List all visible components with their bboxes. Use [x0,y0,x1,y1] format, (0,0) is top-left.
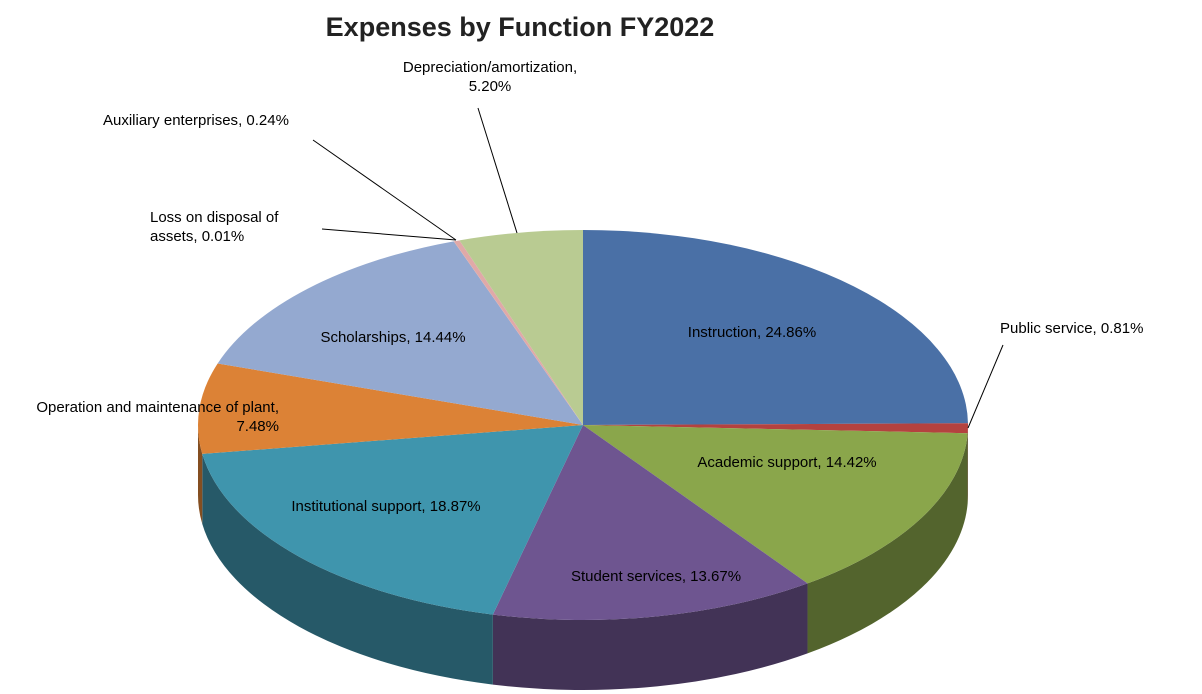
label-value: 13.67% [690,568,742,585]
data-label: Instruction, 24.86% [652,323,852,342]
slice [492,425,808,621]
label-value: 18.87% [429,498,481,515]
label-category: Academic support [697,454,818,471]
label-category: Scholarships [320,329,407,346]
slice [583,423,968,434]
label-value: 24.86% [765,324,817,341]
data-label: Public service, 0.81% [1000,319,1200,338]
slice-side [202,453,493,685]
chart-title: Expenses by Function FY2022 [326,12,715,42]
leader-line [321,228,457,241]
slice [197,363,583,454]
leader-line [967,344,1004,429]
leader-lines [312,107,1004,429]
slice [453,240,583,425]
label-category: Depreciation/amortization [402,59,573,76]
label-separator: , [756,324,766,341]
data-label: Institutional support, 18.87% [246,497,526,516]
data-label: Operation and maintenance of plant, 7.48… [3,398,279,436]
label-separator: , [274,399,284,416]
label-category: Loss on disposal of assets [150,209,283,245]
slice [453,241,583,425]
label-separator: , [681,568,691,585]
slice [583,230,968,425]
pie [197,230,968,690]
data-label: Auxiliary enterprises, 0.24% [103,111,363,130]
data-label: Academic support, 14.42% [660,453,914,472]
label-category: Operation and maintenance of plant [36,399,275,416]
slice [459,230,583,425]
label-separator: , [193,228,202,245]
label-value: 0.81% [1100,320,1144,337]
data-label: Student services, 13.67% [536,567,776,586]
label-value: 7.48% [236,418,279,435]
label-category: Instruction [687,324,757,341]
slice-side [492,583,808,690]
label-separator: , [572,59,582,76]
data-label: Loss on disposal of assets, 0.01% [150,208,325,246]
slice [583,425,968,584]
label-value: 14.42% [825,454,877,471]
label-category: Institutional support [291,498,422,515]
label-separator: , [238,112,247,129]
leader-line [477,107,518,234]
slice-side [807,433,968,654]
label-value: 0.01% [201,228,245,245]
label-value: 14.44% [414,329,466,346]
label-category: Auxiliary enterprises [103,112,239,129]
label-value: 5.20% [468,78,512,95]
label-category: Student services [570,568,682,585]
label-separator: , [421,498,430,515]
slice [202,425,583,615]
data-label: Depreciation/amortization, 5.20% [380,58,600,96]
label-category: Public service [1000,320,1093,337]
slice [217,241,583,425]
slice-side [198,425,203,524]
leader-line [312,139,457,241]
label-separator: , [817,454,826,471]
data-label: Scholarships, 14.44% [283,328,503,347]
label-separator: , [406,329,415,346]
label-value: 0.24% [246,112,289,129]
label-separator: , [1092,320,1101,337]
